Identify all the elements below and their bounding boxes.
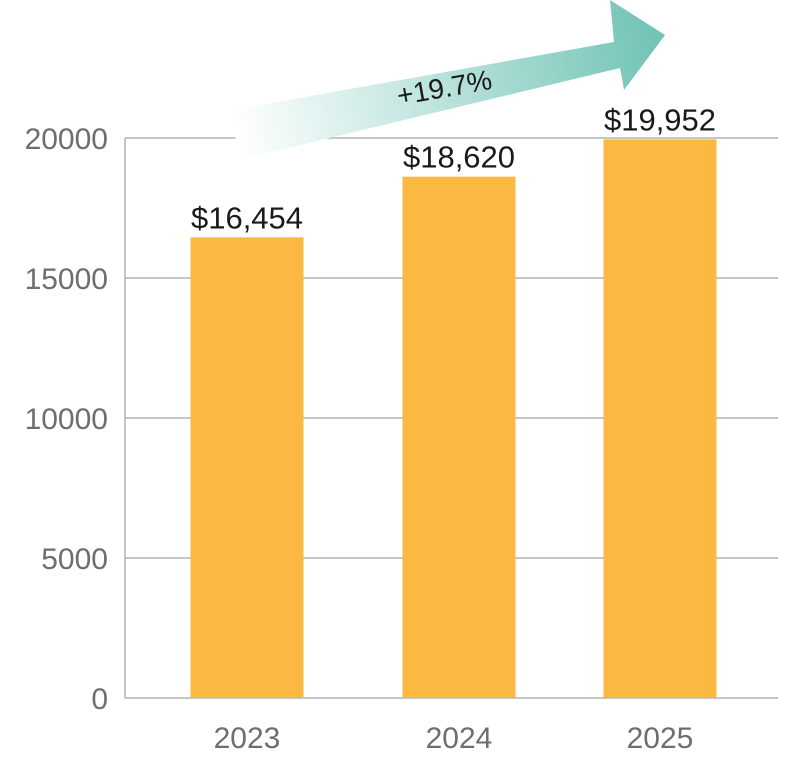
data-label-2024: $18,620 <box>403 140 515 175</box>
x-tick-label-2025: 2025 <box>627 722 694 755</box>
y-tick-label: 20000 <box>25 123 108 156</box>
x-axis: 2023 2024 2025 <box>214 722 694 755</box>
y-axis: 0 5000 10000 15000 20000 <box>25 123 108 716</box>
data-labels: $16,454 $18,620 $19,952 <box>191 102 716 235</box>
y-tick-label: 5000 <box>41 543 108 576</box>
growth-annotation: +19.7% <box>232 0 665 160</box>
y-tick-label: 10000 <box>25 403 108 436</box>
growth-arrow-icon <box>232 0 665 160</box>
bar-2024 <box>402 176 516 698</box>
y-tick-label: 0 <box>91 683 108 716</box>
x-tick-label-2023: 2023 <box>214 722 281 755</box>
data-label-2025: $19,952 <box>604 102 716 137</box>
bar-2023 <box>190 237 304 698</box>
y-tick-label: 15000 <box>25 263 108 296</box>
bar-2025 <box>603 139 717 698</box>
x-tick-label-2024: 2024 <box>426 722 493 755</box>
bars <box>190 139 717 698</box>
data-label-2023: $16,454 <box>191 200 303 235</box>
